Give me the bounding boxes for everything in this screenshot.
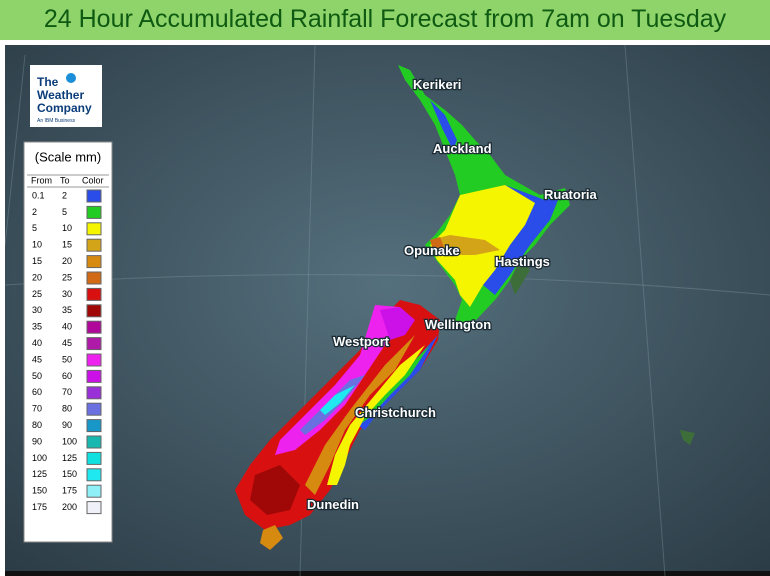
legend-swatch bbox=[86, 468, 102, 482]
legend-from: 45 bbox=[32, 354, 42, 364]
logo-text: Company bbox=[37, 101, 92, 115]
legend-to: 80 bbox=[62, 404, 72, 414]
logo-box bbox=[30, 65, 102, 127]
city-label: Christchurch bbox=[355, 405, 436, 420]
legend-to: 15 bbox=[62, 240, 72, 250]
legend-from: 2 bbox=[32, 207, 37, 217]
legend-from: 25 bbox=[32, 289, 42, 299]
legend-to: 125 bbox=[62, 453, 77, 463]
legend-to: 50 bbox=[62, 354, 72, 364]
city-label: Ruatoria bbox=[544, 187, 598, 202]
legend-swatch bbox=[86, 435, 102, 449]
legend-to: 35 bbox=[62, 305, 72, 315]
legend-to: 40 bbox=[62, 322, 72, 332]
legend-from: 175 bbox=[32, 502, 47, 512]
bottom-strip bbox=[5, 571, 770, 576]
legend-to: 30 bbox=[62, 289, 72, 299]
logo-text: Weather bbox=[37, 88, 84, 102]
legend-to: 70 bbox=[62, 387, 72, 397]
legend-from: 35 bbox=[32, 322, 42, 332]
legend-from: 125 bbox=[32, 469, 47, 479]
legend-from: 10 bbox=[32, 240, 42, 250]
legend-from: 40 bbox=[32, 338, 42, 348]
legend-to: 90 bbox=[62, 420, 72, 430]
legend-swatch bbox=[86, 255, 102, 269]
logo-text: The bbox=[37, 75, 59, 89]
legend-to: 10 bbox=[62, 223, 72, 233]
legend-from: 70 bbox=[32, 404, 42, 414]
legend-swatch bbox=[86, 419, 102, 433]
graticule bbox=[5, 45, 770, 576]
stewart-island bbox=[260, 525, 283, 550]
legend-header: Color bbox=[82, 175, 104, 185]
legend-from: 30 bbox=[32, 305, 42, 315]
logo-tagline: An IBM Business bbox=[37, 118, 76, 124]
legend-from: 20 bbox=[32, 272, 42, 282]
legend-swatch bbox=[86, 353, 102, 367]
city-label: Auckland bbox=[433, 141, 492, 156]
south-island bbox=[235, 300, 695, 550]
legend-swatch bbox=[86, 386, 102, 400]
legend-swatch bbox=[86, 287, 102, 301]
city-label: Dunedin bbox=[307, 497, 359, 512]
legend-header: From bbox=[31, 175, 52, 185]
legend-swatch bbox=[86, 189, 102, 203]
legend-swatch bbox=[86, 222, 102, 236]
legend-to: 100 bbox=[62, 436, 77, 446]
legend-swatch bbox=[86, 320, 102, 334]
legend-to: 200 bbox=[62, 502, 77, 512]
chatham-islands bbox=[680, 430, 695, 445]
logo-drop bbox=[66, 73, 76, 83]
legend-from: 150 bbox=[32, 486, 47, 496]
legend-swatch bbox=[86, 238, 102, 252]
legend-swatch bbox=[86, 484, 102, 498]
legend-swatch bbox=[86, 205, 102, 219]
legend-swatch bbox=[86, 402, 102, 416]
legend-from: 60 bbox=[32, 387, 42, 397]
north-island bbox=[398, 65, 570, 330]
legend-swatch bbox=[86, 501, 102, 515]
city-label: Westport bbox=[333, 334, 390, 349]
city-label: Hastings bbox=[495, 254, 550, 269]
legend-to: 175 bbox=[62, 486, 77, 496]
legend-to: 2 bbox=[62, 190, 67, 200]
city-label: Opunake bbox=[404, 243, 460, 258]
city-labels: Kerikeri Auckland Ruatoria Opunake Hastings W… bbox=[306, 76, 599, 514]
map: Kerikeri Auckland Ruatoria Opunake Hastings W… bbox=[5, 45, 770, 576]
legend-swatch bbox=[86, 304, 102, 318]
legend-from: 90 bbox=[32, 436, 42, 446]
legend-from: 100 bbox=[32, 453, 47, 463]
legend-from: 80 bbox=[32, 420, 42, 430]
legend-to: 5 bbox=[62, 207, 67, 217]
city-label: Wellington bbox=[425, 317, 491, 332]
legend-from: 5 bbox=[32, 223, 37, 233]
legend-to: 20 bbox=[62, 256, 72, 266]
legend-title: (Scale mm) bbox=[35, 149, 101, 164]
legend-to: 60 bbox=[62, 371, 72, 381]
logo: The Weather Company An IBM Business bbox=[30, 65, 102, 127]
legend-header: To bbox=[60, 175, 70, 185]
legend-swatch bbox=[86, 337, 102, 351]
legend-to: 150 bbox=[62, 469, 77, 479]
legend-swatch bbox=[86, 271, 102, 285]
legend-to: 45 bbox=[62, 338, 72, 348]
legend-to: 25 bbox=[62, 272, 72, 282]
legend-swatch bbox=[86, 369, 102, 383]
city-label: Kerikeri bbox=[413, 77, 461, 92]
legend-from: 0.1 bbox=[32, 190, 45, 200]
legend-from: 15 bbox=[32, 256, 42, 266]
title-bar: 24 Hour Accumulated Rainfall Forecast fr… bbox=[0, 0, 770, 40]
legend-from: 50 bbox=[32, 371, 42, 381]
legend-swatch bbox=[86, 451, 102, 465]
